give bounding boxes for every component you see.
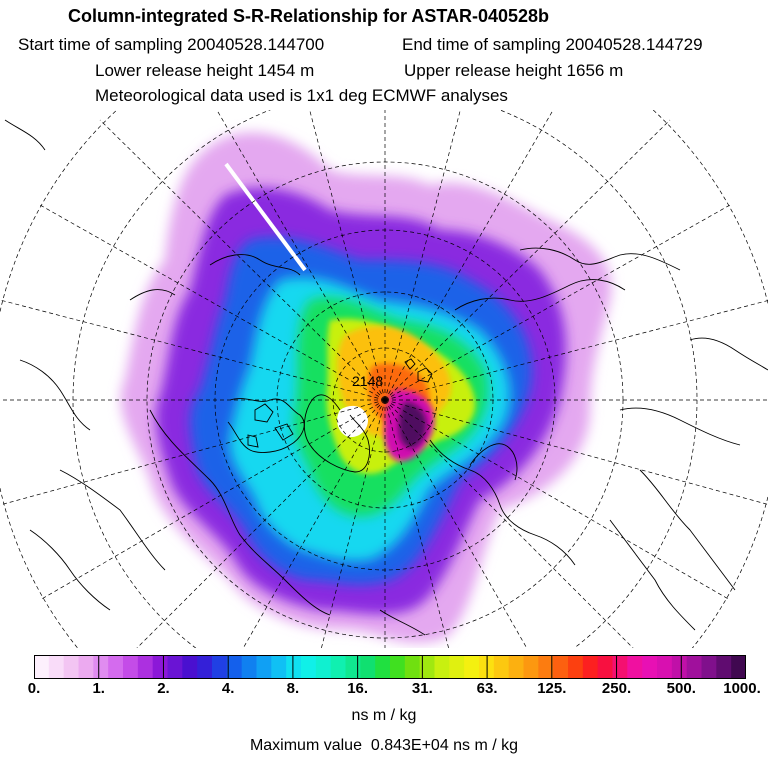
colorbar-tick-label: 125.	[537, 680, 567, 697]
colorbar-swatch	[315, 655, 332, 679]
coastlines	[4, 119, 768, 636]
colorbar-swatch	[568, 655, 584, 679]
maximum-value-line: Maximum value 0.843E+04 ns m / kg	[0, 737, 768, 755]
graticule	[0, 110, 768, 648]
lower-release-height-label: Lower release height 1454 m	[95, 61, 315, 80]
colorbar-swatch	[48, 655, 65, 679]
colorbar-swatch	[63, 655, 79, 679]
colorbar-swatch	[449, 655, 465, 679]
colorbar-swatch	[34, 655, 50, 679]
colorbar-swatch	[167, 655, 183, 679]
polar-stereographic-map: 2148	[0, 110, 768, 648]
colorbar	[34, 655, 746, 679]
colorbar-swatch	[419, 655, 435, 679]
colorbar-tick-label: 250.	[601, 680, 632, 697]
colorbar-swatch	[93, 655, 109, 679]
colorbar-swatch	[612, 655, 628, 679]
colorbar-tick-label: 1.	[92, 680, 105, 697]
colorbar-swatch	[152, 655, 168, 679]
colorbar-tick-label: 63.	[476, 680, 498, 697]
colorbar-tick-label: 1000.	[723, 680, 761, 697]
colorbar-swatch	[360, 655, 376, 679]
colorbar-swatch	[701, 655, 717, 679]
start-time-label: Start time of sampling 20040528.144700	[18, 35, 325, 54]
colorbar-swatch	[716, 655, 732, 679]
colorbar-swatch	[137, 655, 154, 679]
colorbar-swatch	[330, 655, 346, 679]
colorbar-swatch	[375, 655, 391, 679]
colorbar-swatch	[582, 655, 599, 679]
colorbar-swatch	[493, 655, 510, 679]
colorbar-swatch	[434, 655, 450, 679]
colorbar-swatch	[671, 655, 688, 679]
colorbar-swatch	[108, 655, 124, 679]
maximum-value-label: Maximum value	[249, 737, 362, 754]
colorbar-swatch	[657, 655, 673, 679]
colorbar-swatch	[256, 655, 272, 679]
colorbar-swatch	[508, 655, 524, 679]
colorbar-swatch	[212, 655, 228, 679]
colorbar-tick-label: 0.	[27, 680, 41, 697]
colorbar-swatch	[523, 655, 539, 679]
colorbar-swatch	[182, 655, 198, 679]
colorbar-swatch	[271, 655, 287, 679]
upper-release-height-label: Upper release height 1656 m	[404, 61, 624, 80]
colorbar-tick-label: 8.	[286, 680, 300, 697]
colorbar-swatch	[286, 655, 302, 679]
colorbar-swatch	[538, 655, 554, 679]
end-time-label: End time of sampling 20040528.144729	[402, 35, 703, 54]
colorbar-swatch	[123, 655, 139, 679]
maximum-value: 0.843E+04 ns m / kg	[370, 737, 519, 754]
colorbar-swatch	[390, 655, 406, 679]
colorbar-swatch	[241, 655, 257, 679]
colorbar-swatch	[197, 655, 213, 679]
colorbar-tick-label: 500.	[666, 680, 696, 697]
map-annotation-2148: 2148	[352, 373, 383, 389]
colorbar-swatch	[404, 655, 421, 679]
colorbar-swatch	[597, 655, 613, 679]
colorbar-tick-labels: 0. 1. 2. 4. 8. 16. 31. 63. 125. 250. 500. 1000.	[0, 680, 768, 700]
colorbar-swatch	[627, 655, 643, 679]
colorbar-swatch	[78, 655, 94, 679]
colorbar-tick-label: 4.	[221, 680, 235, 697]
colorbar-swatch	[226, 655, 243, 679]
plot-title: Column-integrated S-R-Relationship for A…	[68, 6, 550, 26]
colorbar-swatch	[553, 655, 569, 679]
colorbar-frame	[34, 655, 746, 679]
colorbar-swatch	[731, 655, 746, 679]
concentration-field	[120, 132, 612, 643]
colorbar-tick-label: 16.	[347, 680, 369, 697]
colorbar-swatch	[345, 655, 361, 679]
colorbar-swatch	[686, 655, 702, 679]
colorbar-swatch	[642, 655, 658, 679]
colorbar-tick-label: 2.	[157, 680, 170, 697]
colorbar-units-label: ns m / kg	[351, 707, 417, 724]
colorbar-swatch	[301, 655, 317, 679]
colorbar-swatch	[464, 655, 480, 679]
colorbar-tick-label: 31.	[411, 680, 433, 697]
meteorological-data-label: Meteorological data used is 1x1 deg ECMW…	[95, 86, 508, 105]
